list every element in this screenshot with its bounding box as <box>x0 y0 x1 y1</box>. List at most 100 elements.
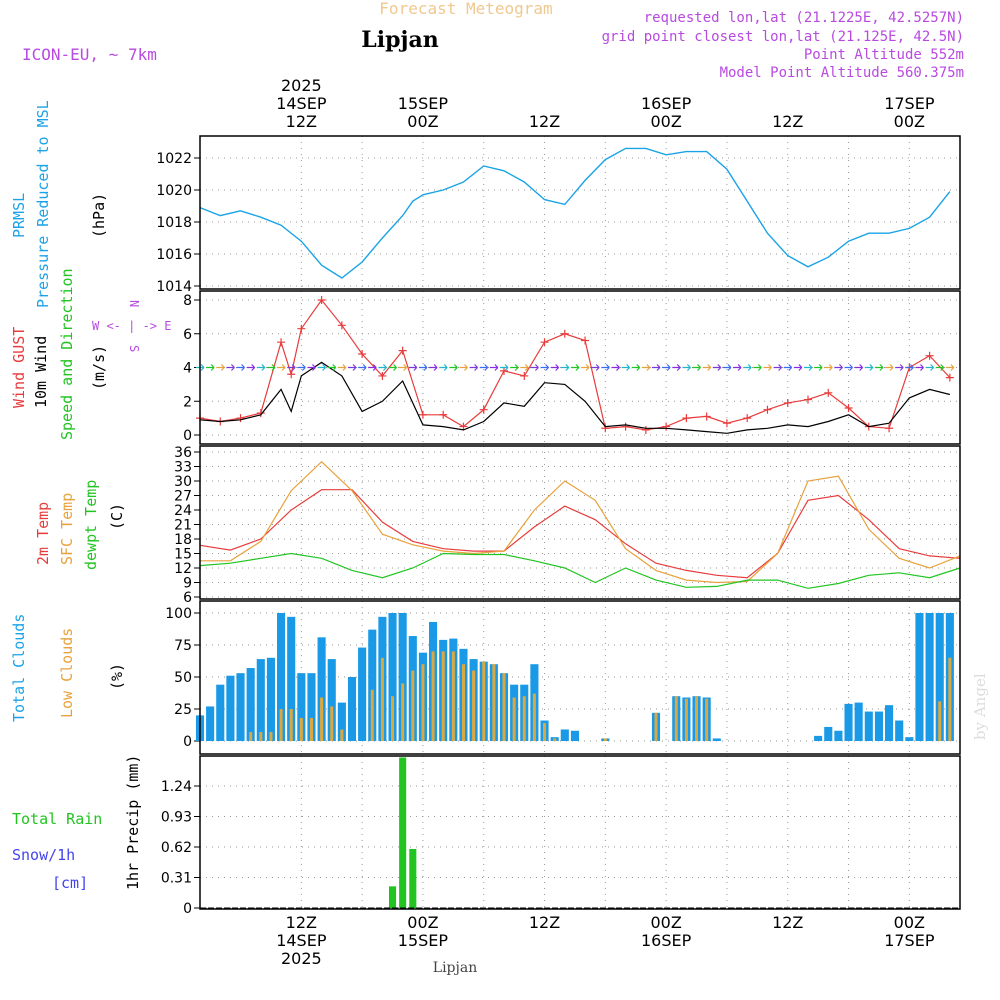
gust-marker <box>945 373 954 382</box>
gust-marker <box>804 395 812 404</box>
total-cloud-bar <box>277 613 286 741</box>
low-cloud-bar <box>320 697 324 741</box>
bottom-time-label: 12Z <box>772 913 803 932</box>
wind-ytick-label: 0 <box>183 428 192 444</box>
temp-ytick-label: 9 <box>183 576 192 592</box>
wind-direction-arrow <box>692 364 701 371</box>
wind-direction-arrow <box>368 364 377 371</box>
wind-direction-arrow <box>337 364 347 371</box>
wind-direction-arrow <box>266 364 276 371</box>
low-cloud-bar <box>249 732 253 741</box>
total-cloud-bar <box>885 705 894 741</box>
gust-marker <box>641 425 650 434</box>
wind-ytick-label: 6 <box>183 327 192 343</box>
clouds-ytick-label: 75 <box>174 638 192 654</box>
gust-marker <box>702 412 711 421</box>
low-cloud-bar <box>421 664 425 741</box>
model-altitude: Model Point Altitude 560.375m <box>720 65 964 81</box>
low-cloud-bar <box>553 738 557 741</box>
precip-ytick-label: 1.24 <box>161 779 192 795</box>
total-cloud-bar <box>398 613 407 741</box>
wind-direction-arrow <box>864 364 874 371</box>
gust-marker <box>743 414 752 423</box>
clouds-ytick-label: 50 <box>174 670 192 686</box>
wind-direction-arrow <box>783 364 793 371</box>
wind-direction-arrow <box>520 364 529 371</box>
temp-dew-line <box>199 552 961 589</box>
precip-unit: 1hr Precip (mm) <box>124 755 142 890</box>
wind-direction-arrow <box>733 364 742 371</box>
precip-panel: 0 0.31 0.62 0.93 1.24 <box>161 755 961 917</box>
wind-direction-arrow <box>560 364 570 371</box>
gust-marker <box>662 422 671 431</box>
wind-direction-arrow <box>256 364 266 371</box>
wind-direction-arrow <box>652 364 661 371</box>
low-cloud-bar <box>938 701 942 741</box>
gust-marker <box>763 405 772 414</box>
clouds-ytick-label: 25 <box>174 702 192 718</box>
precip-label-cm: [cm] <box>52 874 88 892</box>
temp-ytick-label: 27 <box>174 489 192 505</box>
pressure-ytick-label: 1014 <box>156 279 192 295</box>
pressure-labels: PRMSL Pressure Reduced to MSL (hPa) <box>10 100 108 308</box>
wind-direction-arrow <box>307 364 316 371</box>
low-cloud-bar <box>674 696 678 741</box>
temp-ytick-label: 21 <box>174 518 192 534</box>
wind-direction-arrow <box>277 364 286 371</box>
compass-we: W <- | -> E <box>92 319 171 333</box>
wind-direction-arrow <box>874 364 884 371</box>
wind-direction-arrow <box>226 364 235 371</box>
wind-direction-arrow <box>459 364 468 371</box>
gust-marker <box>581 336 590 345</box>
low-cloud-bar <box>370 689 374 741</box>
gust-marker <box>844 404 853 412</box>
gust-marker <box>682 414 691 423</box>
bottom-time-label: 00Z <box>650 913 681 932</box>
pressure-label-2: Pressure Reduced to MSL <box>34 100 52 308</box>
precip-ytick-label: 0.93 <box>161 810 192 826</box>
wind-direction-arrow <box>510 364 519 371</box>
low-cloud-bar <box>340 729 344 741</box>
wind-direction-arrow <box>672 364 681 371</box>
wind-ytick-label: 4 <box>183 361 192 377</box>
wind-direction-arrow <box>641 364 651 371</box>
wind-label-dir: Speed and Direction <box>58 268 76 440</box>
precip-frame <box>199 755 961 910</box>
top-time-label: 15SEP <box>398 94 449 113</box>
total-cloud-bar <box>216 684 225 741</box>
total-cloud-bar <box>834 730 843 741</box>
pressure-label-1: PRMSL <box>10 193 28 238</box>
pressure-ytick-label: 1020 <box>156 183 192 199</box>
gust-marker <box>560 329 569 338</box>
bottom-time-label: 17SEP <box>884 931 935 950</box>
wind-direction-arrow <box>945 364 955 371</box>
temp-label-2m: 2m Temp <box>34 502 52 565</box>
wind-direction-arrow <box>327 364 337 371</box>
watermark: by Angel <box>971 673 989 740</box>
total-cloud-bar <box>297 673 306 741</box>
wind-direction-arrow <box>418 364 428 371</box>
low-cloud-bar <box>309 717 313 741</box>
total-cloud-bar <box>854 702 863 741</box>
top-time-label: 17SEP <box>884 94 935 113</box>
wind-direction-arrow <box>753 364 762 371</box>
temp-ytick-label: 30 <box>174 474 192 490</box>
total-cloud-bar <box>358 647 367 741</box>
requested-coords: requested lon,lat (21.1225E, 42.5257N) <box>644 10 964 26</box>
clouds-ytick-label: 0 <box>183 734 192 750</box>
low-cloud-bar <box>330 706 334 741</box>
total-cloud-bar <box>388 613 397 741</box>
gust-marker <box>459 422 468 431</box>
low-cloud-bar <box>492 664 496 741</box>
wind-direction-arrow <box>530 364 539 371</box>
pressure-ytick-label: 1016 <box>156 247 192 263</box>
wind-direction-arrow <box>206 364 215 371</box>
compass-s: S <box>127 345 141 352</box>
bottom-time-label: 00Z <box>894 913 925 932</box>
wind-direction-arrow <box>763 364 772 371</box>
wind-direction-arrow <box>702 364 712 371</box>
top-time-label: 2025 <box>281 76 322 95</box>
low-cloud-bar <box>543 723 547 741</box>
clouds-panel: 0 25 50 75 100 <box>165 600 961 755</box>
top-time-label: 00Z <box>894 112 925 131</box>
